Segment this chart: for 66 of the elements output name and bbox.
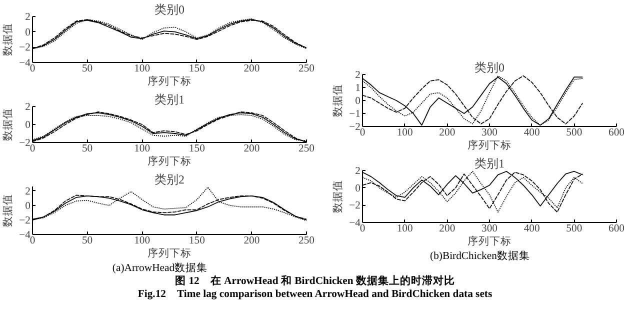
chart-title: 类别0 xyxy=(474,60,504,74)
chart-title: 类别1 xyxy=(474,156,504,170)
y-tick-label: 2 xyxy=(25,12,30,23)
chart-title: 类别2 xyxy=(154,172,184,186)
x-tick-label: 200 xyxy=(244,64,260,74)
y-tick-label: −2 xyxy=(19,215,31,226)
x-tick-label: 100 xyxy=(396,224,413,234)
x-tick-label: 200 xyxy=(439,224,456,234)
y-tick-label: −4 xyxy=(19,230,32,241)
x-tick-label: 300 xyxy=(482,224,498,234)
y-tick-label: −1 xyxy=(349,109,361,120)
y-tick-label: 0 xyxy=(25,200,30,212)
y-tick-label: 0 xyxy=(355,183,360,194)
y-tick-label: 2 xyxy=(355,70,360,81)
y-tick-label: 0 xyxy=(25,27,30,38)
x-tick-label: 200 xyxy=(244,144,260,154)
x-tick-label: 150 xyxy=(188,144,205,154)
x-axis-title: 序列下标 xyxy=(468,138,512,152)
x-tick-label: 600 xyxy=(608,128,624,138)
chart-title: 类别1 xyxy=(154,92,184,106)
x-tick-label: 400 xyxy=(524,224,540,234)
x-tick-label: 500 xyxy=(566,128,582,138)
x-tick-label: 150 xyxy=(188,236,205,246)
x-tick-label: 300 xyxy=(482,128,498,138)
y-tick-label: −2 xyxy=(349,200,361,212)
x-tick-label: 600 xyxy=(608,224,624,234)
x-tick-label: 400 xyxy=(524,128,540,138)
x-tick-label: 200 xyxy=(439,128,456,138)
y-axis-title: 数据值 xyxy=(2,108,14,141)
x-axis-title: 序列下标 xyxy=(148,154,192,168)
x-tick-label: 500 xyxy=(566,224,582,234)
x-axis-title: 序列下标 xyxy=(148,246,192,260)
y-tick-label: −2 xyxy=(349,122,361,133)
y-axis-title: 数据值 xyxy=(2,194,14,227)
y-tick-label: −2 xyxy=(19,138,31,149)
x-tick-label: 100 xyxy=(134,64,150,74)
x-tick-label: 50 xyxy=(82,236,93,246)
y-tick-label: −4 xyxy=(19,58,32,69)
x-tick-label: 150 xyxy=(188,64,205,74)
x-tick-label: 250 xyxy=(298,144,314,154)
x-tick-label: 50 xyxy=(82,144,93,154)
caption: Fig.12 Time lag comparison between ArrowHead and BirdChicken data sets xyxy=(138,288,492,301)
y-tick-label: 1 xyxy=(355,83,360,94)
y-tick-label: −2 xyxy=(19,42,31,54)
x-tick-label: 250 xyxy=(298,236,314,246)
y-tick-label: 0 xyxy=(25,120,30,131)
text: (a)ArrowHead数据集 xyxy=(112,262,208,275)
x-axis-title: 序列下标 xyxy=(148,74,192,88)
x-tick-label: 200 xyxy=(244,236,260,246)
x-tick-label: 100 xyxy=(134,144,150,154)
caption: 图 12 在 ArrowHead 和 BirdChicken 数据集上的时滞对比 xyxy=(175,275,455,288)
y-tick-label: −4 xyxy=(349,218,362,229)
y-axis-title: 数据值 xyxy=(332,180,344,213)
y-tick-label: 2 xyxy=(25,102,30,113)
chart-title: 类别0 xyxy=(154,2,184,16)
y-axis-title: 数据值 xyxy=(332,84,344,117)
y-tick-label: 2 xyxy=(355,166,360,177)
y-tick-label: 2 xyxy=(25,186,30,198)
x-tick-label: 100 xyxy=(134,236,150,246)
x-tick-label: 250 xyxy=(298,64,314,74)
y-tick-label: 0 xyxy=(355,96,360,107)
x-tick-label: 100 xyxy=(396,128,413,138)
x-axis-title: 序列下标 xyxy=(468,234,512,248)
x-tick-label: 50 xyxy=(82,64,93,74)
y-axis-title: 数据值 xyxy=(2,23,14,56)
text: (b)BirdChicken数据集 xyxy=(430,250,530,263)
